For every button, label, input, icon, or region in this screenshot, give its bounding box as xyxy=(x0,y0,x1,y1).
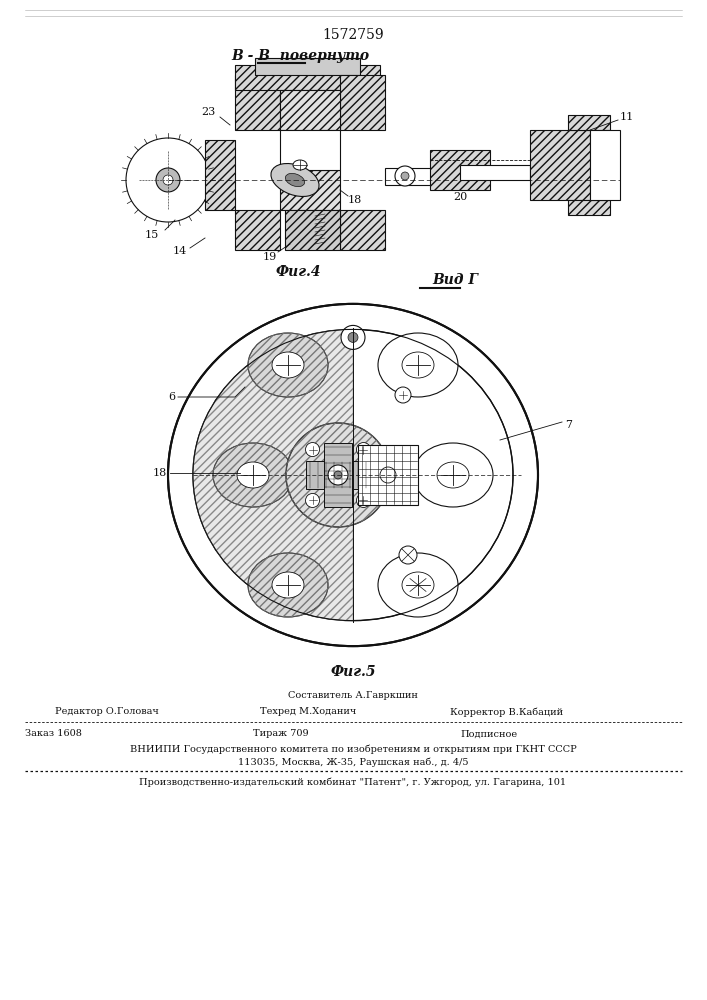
Text: 14: 14 xyxy=(173,246,187,256)
Ellipse shape xyxy=(168,304,538,646)
Polygon shape xyxy=(358,445,418,505)
Text: Тираж 709: Тираж 709 xyxy=(253,730,309,738)
Text: Техред М.Хoданич: Техред М.Хoданич xyxy=(260,708,356,716)
Polygon shape xyxy=(235,210,280,250)
Circle shape xyxy=(399,546,417,564)
Polygon shape xyxy=(280,130,340,170)
Text: Редактор О.Головач: Редактор О.Головач xyxy=(55,708,159,716)
Circle shape xyxy=(401,172,409,180)
Polygon shape xyxy=(280,90,340,130)
Text: Составитель А.Гавркшин: Составитель А.Гавркшин xyxy=(288,690,418,700)
Text: 23: 23 xyxy=(201,107,215,117)
Text: Фиг.4: Фиг.4 xyxy=(275,265,321,279)
Circle shape xyxy=(380,467,396,483)
Polygon shape xyxy=(205,140,235,210)
Ellipse shape xyxy=(213,443,293,507)
Text: Корректор В.Кабаций: Корректор В.Кабаций xyxy=(450,707,563,717)
Ellipse shape xyxy=(271,164,319,196)
Ellipse shape xyxy=(272,352,304,378)
Polygon shape xyxy=(430,150,490,190)
Ellipse shape xyxy=(237,462,269,488)
Circle shape xyxy=(395,387,411,403)
Circle shape xyxy=(348,332,358,342)
Ellipse shape xyxy=(402,352,434,378)
Ellipse shape xyxy=(378,553,458,617)
Polygon shape xyxy=(235,65,380,90)
Circle shape xyxy=(305,443,320,457)
Polygon shape xyxy=(306,461,370,489)
Polygon shape xyxy=(568,200,610,215)
Text: 11: 11 xyxy=(620,112,634,122)
Ellipse shape xyxy=(293,160,307,170)
Ellipse shape xyxy=(286,173,305,187)
Polygon shape xyxy=(530,130,590,200)
Polygon shape xyxy=(340,75,385,130)
Circle shape xyxy=(163,175,173,185)
Text: Фиг.5: Фиг.5 xyxy=(330,665,375,679)
Text: В - В  повернуто: В - В повернуто xyxy=(231,49,369,63)
Polygon shape xyxy=(324,443,352,507)
Ellipse shape xyxy=(413,443,493,507)
Text: ВНИИПИ Государственного комитета по изобретениям и открытиям при ГКНТ СССР: ВНИИПИ Государственного комитета по изоб… xyxy=(129,744,576,754)
Ellipse shape xyxy=(437,462,469,488)
Text: Подписное: Подписное xyxy=(460,730,517,738)
Polygon shape xyxy=(255,58,360,75)
Text: Вид Г: Вид Г xyxy=(432,273,478,287)
Ellipse shape xyxy=(248,333,328,397)
Text: 18: 18 xyxy=(348,195,362,205)
Polygon shape xyxy=(340,210,385,250)
Polygon shape xyxy=(280,170,340,210)
Ellipse shape xyxy=(272,572,304,598)
Text: 6: 6 xyxy=(168,392,175,402)
Text: 15: 15 xyxy=(145,230,159,240)
Circle shape xyxy=(305,493,320,507)
Polygon shape xyxy=(460,165,530,180)
Text: 7: 7 xyxy=(565,420,572,430)
Text: 20: 20 xyxy=(453,192,467,202)
Text: 19: 19 xyxy=(263,252,277,262)
Circle shape xyxy=(328,465,348,485)
Polygon shape xyxy=(568,115,610,130)
Circle shape xyxy=(395,166,415,186)
Polygon shape xyxy=(385,168,460,185)
Circle shape xyxy=(334,471,342,479)
Text: 1572759: 1572759 xyxy=(322,28,384,42)
Circle shape xyxy=(341,325,365,349)
Text: 113035, Москва, Ж-35, Раушская наб., д. 4/5: 113035, Москва, Ж-35, Раушская наб., д. … xyxy=(238,757,468,767)
Text: Производственно-издательский комбинат "Патент", г. Ужгород, ул. Гагарина, 101: Производственно-издательский комбинат "П… xyxy=(139,777,566,787)
Polygon shape xyxy=(590,130,620,200)
Text: Заказ 1608: Заказ 1608 xyxy=(25,730,82,738)
Circle shape xyxy=(126,138,210,222)
Circle shape xyxy=(156,168,180,192)
Circle shape xyxy=(356,443,370,457)
Ellipse shape xyxy=(193,329,513,621)
Polygon shape xyxy=(235,75,280,130)
Ellipse shape xyxy=(248,553,328,617)
Polygon shape xyxy=(285,210,340,250)
Ellipse shape xyxy=(378,333,458,397)
Text: 18: 18 xyxy=(153,468,167,478)
Circle shape xyxy=(356,493,370,507)
Ellipse shape xyxy=(402,572,434,598)
Circle shape xyxy=(286,423,390,527)
Polygon shape xyxy=(193,329,353,621)
